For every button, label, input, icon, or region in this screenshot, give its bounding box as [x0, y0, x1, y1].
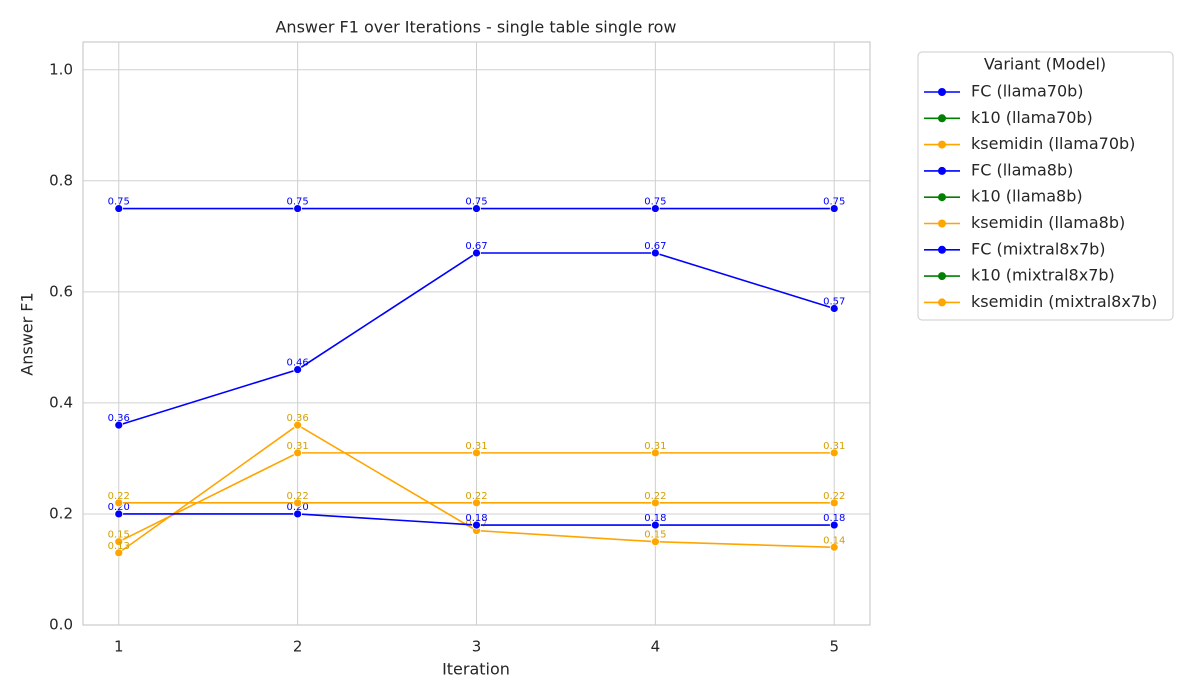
y-tick-label: 0.0	[49, 616, 73, 634]
legend-marker	[938, 140, 946, 149]
y-tick-label: 0.2	[49, 504, 73, 522]
data-point	[472, 248, 481, 258]
x-tick-label: 5	[829, 638, 839, 656]
data-point	[829, 498, 839, 508]
data-point	[650, 520, 660, 530]
y-tick-label: 1.0	[49, 60, 73, 78]
legend-label: FC (mixtral8x7b)	[971, 239, 1106, 258]
data-label: 0.18	[823, 513, 845, 524]
legend-marker	[938, 193, 946, 202]
y-tick-label: 0.6	[49, 282, 73, 300]
data-point	[829, 542, 839, 552]
data-label: 0.67	[644, 241, 666, 252]
data-label: 0.46	[287, 358, 309, 369]
x-tick-label: 4	[651, 638, 661, 656]
data-point	[293, 498, 303, 508]
data-point	[114, 498, 124, 508]
data-label: 0.36	[108, 413, 130, 424]
legend-label: ksemidin (llama8b)	[971, 213, 1125, 232]
legend-label: ksemidin (llama70b)	[971, 134, 1135, 153]
legend-label: k10 (llama70b)	[971, 108, 1093, 127]
data-point	[472, 204, 481, 213]
data-point	[293, 448, 303, 458]
x-tick-label: 2	[293, 638, 303, 656]
data-point	[650, 498, 660, 508]
data-label: 0.75	[108, 197, 130, 208]
data-label: 0.31	[465, 441, 487, 452]
data-label: 0.22	[287, 491, 309, 502]
data-point	[293, 204, 303, 213]
chart-title: Answer F1 over Iterations - single table…	[275, 18, 676, 37]
legend-label: ksemidin (mixtral8x7b)	[971, 292, 1157, 311]
x-tick-label: 1	[114, 638, 124, 656]
data-point	[472, 448, 481, 458]
data-label: 0.67	[465, 241, 487, 252]
data-label: 0.15	[108, 530, 130, 541]
data-point	[650, 537, 660, 547]
x-axis-label: Iteration	[442, 660, 510, 679]
data-point	[650, 204, 660, 213]
data-label: 0.18	[465, 513, 487, 524]
data-label: 0.75	[644, 197, 666, 208]
data-label: 0.22	[108, 491, 130, 502]
legend-box	[917, 51, 1174, 321]
data-label: 0.36	[287, 413, 309, 424]
legend-label: k10 (mixtral8x7b)	[971, 266, 1115, 285]
data-point	[472, 520, 481, 530]
data-point	[114, 548, 124, 558]
data-label: 0.75	[465, 197, 487, 208]
legend-marker	[938, 298, 946, 307]
data-point	[293, 420, 303, 430]
data-point	[114, 204, 124, 213]
data-point	[293, 509, 303, 519]
data-label: 0.22	[644, 491, 666, 502]
y-tick-label: 0.8	[49, 171, 73, 189]
data-point	[650, 248, 660, 258]
legend-title: Variant (Model)	[984, 55, 1106, 74]
data-label: 0.22	[465, 491, 487, 502]
data-label: 0.31	[644, 441, 666, 452]
y-axis-label: Answer F1	[18, 292, 37, 375]
data-point	[829, 520, 839, 530]
data-label: 0.13	[108, 541, 130, 552]
legend-marker	[938, 88, 946, 96]
data-point	[829, 448, 839, 458]
x-tick-label: 3	[472, 638, 482, 656]
data-label: 0.20	[108, 502, 130, 513]
legend-marker	[938, 219, 946, 228]
legend-marker	[938, 245, 946, 254]
legend-marker	[938, 166, 946, 175]
data-label: 0.22	[823, 491, 845, 502]
data-label: 0.31	[823, 441, 845, 452]
legend-label: FC (llama70b)	[971, 82, 1084, 101]
data-label: 0.75	[287, 197, 309, 208]
data-label: 0.75	[823, 197, 845, 208]
data-point	[293, 365, 303, 374]
legend-label: k10 (llama8b)	[971, 187, 1083, 206]
data-label: 0.15	[644, 530, 666, 541]
legend-marker	[938, 114, 946, 123]
legend-label: FC (llama8b)	[971, 160, 1073, 179]
legend-marker	[938, 272, 946, 281]
data-label: 0.31	[287, 441, 309, 452]
data-label: 0.18	[644, 513, 666, 524]
data-point	[650, 448, 660, 458]
data-label: 0.14	[823, 535, 845, 546]
data-point	[472, 498, 481, 508]
data-point	[114, 509, 124, 519]
y-tick-label: 0.4	[49, 393, 73, 411]
data-label: 0.57	[823, 297, 845, 308]
data-label: 0.20	[287, 502, 309, 513]
data-point	[114, 420, 124, 430]
data-point	[114, 537, 124, 547]
plot-border	[82, 41, 871, 626]
data-point	[829, 204, 839, 213]
data-point	[829, 304, 839, 313]
